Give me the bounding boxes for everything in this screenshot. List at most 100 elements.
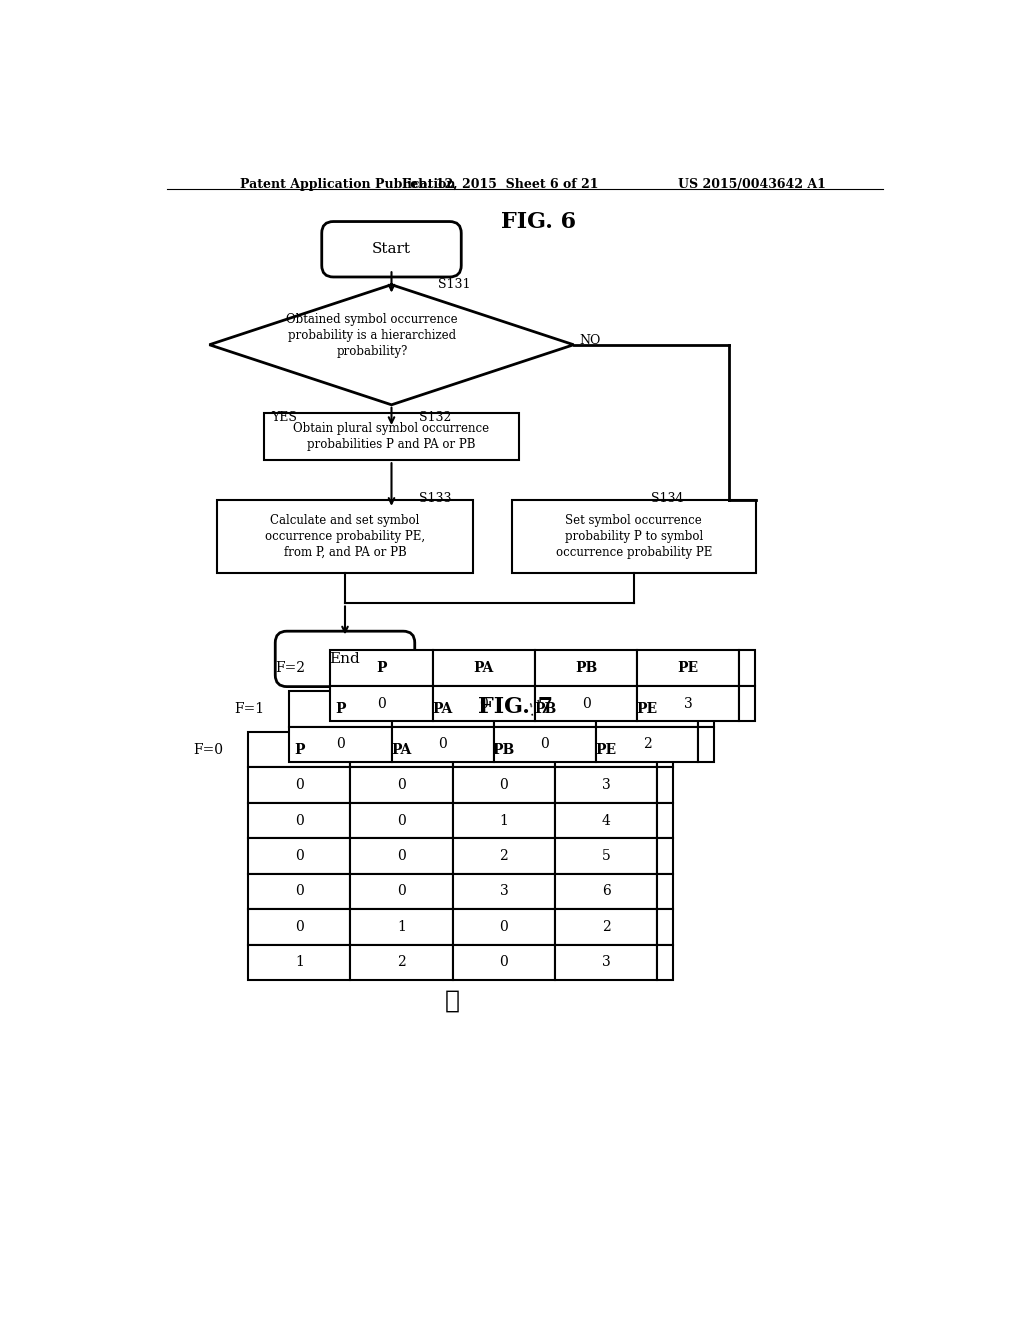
FancyBboxPatch shape (555, 838, 657, 874)
FancyBboxPatch shape (657, 767, 673, 803)
Text: Patent Application Publication: Patent Application Publication (241, 178, 456, 190)
Polygon shape (209, 285, 573, 405)
FancyBboxPatch shape (555, 767, 657, 803)
FancyBboxPatch shape (698, 692, 714, 726)
FancyBboxPatch shape (596, 726, 698, 762)
FancyBboxPatch shape (331, 651, 432, 686)
Text: 3: 3 (602, 956, 610, 969)
Text: 0: 0 (397, 779, 406, 792)
Text: 2: 2 (602, 920, 610, 933)
Text: F=0: F=0 (193, 743, 223, 756)
FancyBboxPatch shape (275, 631, 415, 686)
Text: 0: 0 (377, 697, 386, 710)
Text: 1: 1 (500, 813, 508, 828)
Text: 0: 0 (438, 738, 447, 751)
Text: 0: 0 (582, 697, 591, 710)
Text: S131: S131 (438, 279, 470, 292)
Text: Start: Start (372, 243, 411, 256)
Text: P: P (335, 702, 346, 715)
Text: 0: 0 (336, 738, 345, 751)
Text: 5: 5 (602, 849, 610, 863)
Text: 2: 2 (500, 849, 508, 863)
FancyBboxPatch shape (657, 909, 673, 945)
Text: S133: S133 (419, 492, 452, 506)
FancyBboxPatch shape (432, 651, 535, 686)
Text: PE: PE (678, 661, 699, 675)
Text: 0: 0 (295, 849, 304, 863)
Text: PE: PE (637, 702, 657, 715)
FancyBboxPatch shape (248, 909, 350, 945)
Text: 0: 0 (295, 779, 304, 792)
Text: End: End (330, 652, 360, 665)
FancyBboxPatch shape (350, 945, 453, 979)
Text: PB: PB (574, 661, 597, 675)
Text: ⋮: ⋮ (445, 989, 460, 1012)
FancyBboxPatch shape (331, 686, 432, 721)
FancyBboxPatch shape (453, 945, 555, 979)
Text: 0: 0 (500, 920, 508, 933)
FancyBboxPatch shape (555, 874, 657, 909)
Text: 0: 0 (500, 779, 508, 792)
FancyBboxPatch shape (494, 726, 596, 762)
Text: 0: 0 (397, 884, 406, 899)
Text: 0: 0 (479, 697, 488, 710)
Text: 0: 0 (397, 813, 406, 828)
Text: 2: 2 (643, 738, 651, 751)
FancyBboxPatch shape (391, 692, 494, 726)
Text: Feb. 12, 2015  Sheet 6 of 21: Feb. 12, 2015 Sheet 6 of 21 (401, 178, 598, 190)
Text: 3: 3 (500, 884, 508, 899)
Text: 0: 0 (295, 813, 304, 828)
Text: 0: 0 (397, 849, 406, 863)
FancyBboxPatch shape (453, 803, 555, 838)
FancyBboxPatch shape (657, 803, 673, 838)
FancyBboxPatch shape (555, 909, 657, 945)
FancyBboxPatch shape (322, 222, 461, 277)
Text: 1: 1 (397, 920, 406, 933)
Text: PA: PA (391, 743, 412, 756)
FancyBboxPatch shape (555, 945, 657, 979)
FancyBboxPatch shape (535, 651, 637, 686)
FancyBboxPatch shape (248, 874, 350, 909)
FancyBboxPatch shape (555, 733, 657, 767)
FancyBboxPatch shape (350, 909, 453, 945)
FancyBboxPatch shape (350, 838, 453, 874)
FancyBboxPatch shape (217, 499, 473, 573)
Text: 2: 2 (397, 956, 406, 969)
Text: Calculate and set symbol
occurrence probability PE,
from P, and PA or PB: Calculate and set symbol occurrence prob… (265, 513, 425, 558)
Text: Obtain plural symbol occurrence
probabilities P and PA or PB: Obtain plural symbol occurrence probabil… (294, 422, 489, 451)
FancyBboxPatch shape (248, 838, 350, 874)
FancyBboxPatch shape (350, 733, 453, 767)
Text: F=2: F=2 (275, 661, 305, 675)
FancyBboxPatch shape (289, 692, 391, 726)
Text: 6: 6 (602, 884, 610, 899)
FancyBboxPatch shape (350, 803, 453, 838)
FancyBboxPatch shape (432, 686, 535, 721)
FancyBboxPatch shape (698, 726, 714, 762)
Text: S132: S132 (419, 412, 451, 425)
FancyBboxPatch shape (739, 651, 755, 686)
FancyBboxPatch shape (535, 686, 637, 721)
FancyBboxPatch shape (596, 692, 698, 726)
Text: P: P (376, 661, 387, 675)
Text: FIG. 7: FIG. 7 (478, 696, 553, 718)
FancyBboxPatch shape (453, 733, 555, 767)
FancyBboxPatch shape (289, 726, 391, 762)
Text: 3: 3 (602, 779, 610, 792)
Text: 0: 0 (500, 956, 508, 969)
Text: Set symbol occurrence
probability P to symbol
occurrence probability PE: Set symbol occurrence probability P to s… (555, 513, 712, 558)
Text: PE: PE (596, 743, 616, 756)
Text: .ʹ.ʹ.: .ʹ.ʹ. (526, 697, 551, 719)
FancyBboxPatch shape (453, 874, 555, 909)
Text: Obtained symbol occurrence
probability is a hierarchized
probability?: Obtained symbol occurrence probability i… (287, 313, 458, 358)
FancyBboxPatch shape (637, 651, 739, 686)
Text: PB: PB (534, 702, 556, 715)
Text: FIG. 6: FIG. 6 (501, 211, 577, 232)
Text: S134: S134 (651, 492, 684, 506)
FancyBboxPatch shape (453, 838, 555, 874)
Text: PA: PA (432, 702, 453, 715)
FancyBboxPatch shape (350, 874, 453, 909)
FancyBboxPatch shape (391, 726, 494, 762)
FancyBboxPatch shape (657, 945, 673, 979)
FancyBboxPatch shape (657, 838, 673, 874)
FancyBboxPatch shape (657, 874, 673, 909)
